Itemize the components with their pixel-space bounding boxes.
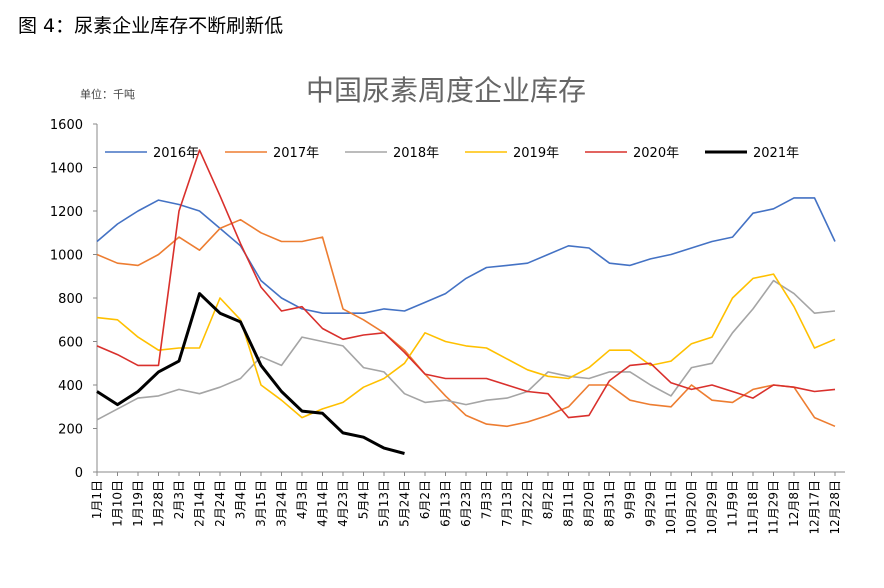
legend-label: 2021年 [753, 146, 799, 161]
x-tick-label: 2月24日 [213, 480, 227, 527]
x-tick-label: 9月9日 [623, 480, 637, 519]
chart-title: 中国尿素周度企业库存 [306, 74, 586, 107]
y-tick-label: 1600 [50, 118, 83, 133]
legend-label: 2016年 [153, 146, 199, 161]
x-tick-label: 6月23日 [459, 480, 473, 527]
series-line [96, 197, 836, 314]
series-line [96, 218, 836, 428]
x-tick-label: 3月4日 [234, 480, 248, 519]
x-tick-label: 1月1日 [90, 480, 104, 519]
x-tick-label: 11月9日 [726, 480, 740, 527]
x-tick-label: 1月10日 [111, 480, 125, 527]
x-tick-label: 2月14日 [193, 480, 207, 527]
series-line [96, 149, 836, 419]
y-tick-label: 400 [58, 379, 83, 394]
x-tick-label: 5月24日 [398, 480, 412, 527]
legend-label: 2020年 [633, 146, 679, 161]
y-tick-label: 1400 [50, 162, 83, 177]
x-tick-label: 8月20日 [582, 480, 596, 527]
x-tick-label: 5月4日 [357, 480, 371, 519]
x-tick-label: 3月15日 [254, 480, 268, 527]
x-tick-label: 4月23日 [336, 480, 350, 527]
x-tick-label: 10月11日 [664, 480, 678, 535]
series-line [96, 279, 836, 421]
legend-label: 2017年 [273, 146, 319, 161]
x-tick-label: 12月17日 [808, 480, 822, 535]
y-tick-label: 600 [58, 336, 83, 351]
x-tick-label: 4月14日 [316, 480, 330, 527]
series-line [96, 273, 836, 419]
legend-label: 2019年 [513, 146, 559, 161]
x-tick-label: 9月29日 [644, 480, 658, 527]
x-tick-label: 5月13日 [377, 480, 391, 527]
x-tick-label: 10月29日 [705, 480, 719, 535]
x-tick-label: 2月3日 [172, 480, 186, 519]
x-tick-label: 11月29日 [767, 480, 781, 535]
x-tick-label: 3月24日 [275, 480, 289, 527]
x-tick-label: 8月31日 [603, 480, 617, 527]
y-tick-label: 1200 [50, 205, 83, 220]
x-tick-label: 8月11日 [562, 480, 576, 527]
legend-label: 2018年 [393, 146, 439, 161]
y-tick-label: 200 [58, 423, 83, 438]
x-tick-label: 1月19日 [131, 480, 145, 527]
x-tick-label: 7月13日 [500, 480, 514, 527]
unit-label: 单位：千吨 [80, 87, 135, 101]
y-tick-label: 800 [58, 292, 83, 307]
x-tick-label: 7月3日 [480, 480, 494, 519]
y-tick-label: 1000 [50, 249, 83, 264]
x-tick-label: 6月13日 [439, 480, 453, 527]
x-tick-label: 6月2日 [418, 480, 432, 519]
y-tick-label: 0 [75, 466, 83, 481]
x-tick-label: 7月22日 [521, 480, 535, 527]
x-tick-label: 10月20日 [685, 480, 699, 535]
x-tick-label: 1月28日 [152, 480, 166, 527]
x-tick-label: 11月18日 [746, 480, 760, 535]
x-tick-label: 12月28日 [828, 480, 842, 535]
x-tick-label: 12月8日 [787, 480, 801, 527]
x-tick-label: 4月3日 [295, 480, 309, 519]
figure-caption: 图 4：尿素企业库存不断刷新低 [18, 15, 283, 37]
series-line [96, 292, 405, 455]
x-tick-label: 8月2日 [541, 480, 555, 519]
